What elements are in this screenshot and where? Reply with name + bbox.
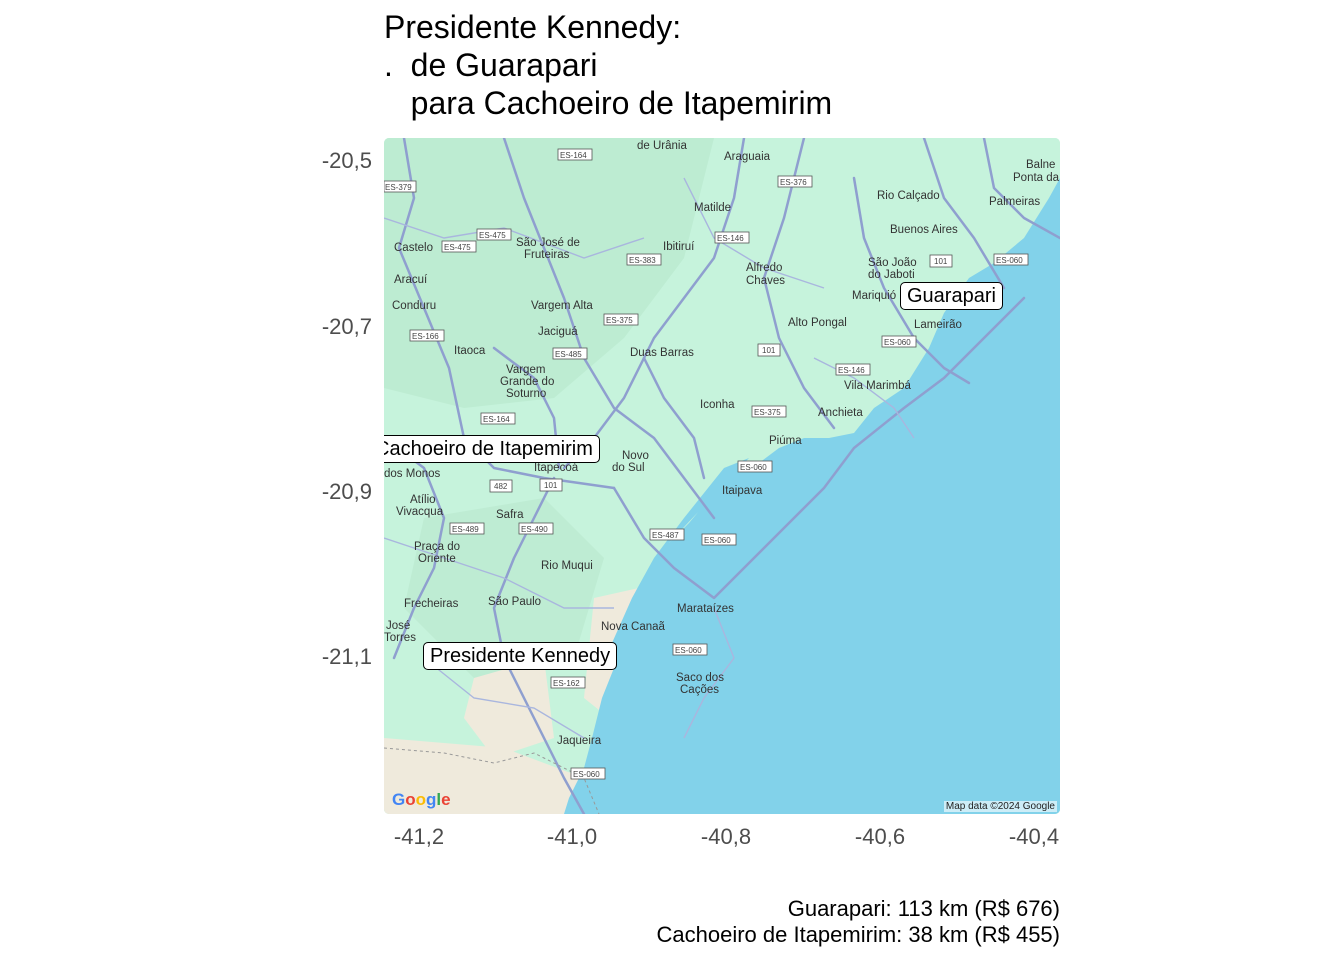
svg-text:Matilde: Matilde (694, 202, 731, 214)
svg-text:Duas Barras: Duas Barras (630, 347, 694, 359)
svg-text:Castelo: Castelo (394, 242, 433, 254)
map-attribution: Map data ©2024 Google (943, 801, 1057, 812)
svg-text:ES-146: ES-146 (717, 234, 744, 243)
svg-text:Itapecoá: Itapecoá (534, 462, 579, 474)
svg-text:Oriente: Oriente (418, 553, 456, 565)
svg-text:ES-375: ES-375 (754, 408, 781, 417)
svg-text:do Sul: do Sul (612, 462, 645, 474)
chart-title: Presidente Kennedy: . de Guarapari para … (384, 9, 833, 121)
svg-text:ES-060: ES-060 (675, 646, 702, 655)
svg-text:Lameirão: Lameirão (914, 319, 962, 331)
svg-text:ES-490: ES-490 (521, 525, 548, 534)
svg-text:São João: São João (868, 257, 917, 269)
svg-text:ES-164: ES-164 (483, 415, 510, 424)
marker-label-presidente-kennedy: Presidente Kennedy (423, 642, 618, 670)
svg-text:Anchieta: Anchieta (818, 407, 863, 419)
svg-text:Vivacqua: Vivacqua (396, 506, 444, 518)
svg-text:101: 101 (544, 481, 558, 490)
svg-text:São José de: São José de (516, 237, 580, 249)
marker-label-cachoeiro: Cachoeiro de Itapemirim (384, 435, 600, 463)
svg-text:Atílio: Atílio (410, 494, 436, 506)
svg-text:ES-166: ES-166 (412, 332, 439, 341)
caption: Guarapari: 113 km (R$ 676) Cachoeiro de … (657, 896, 1061, 948)
svg-text:ES-060: ES-060 (573, 770, 600, 779)
svg-text:Safra: Safra (496, 509, 524, 521)
svg-text:Alfredo: Alfredo (746, 262, 782, 274)
svg-text:ES-146: ES-146 (838, 366, 865, 375)
svg-text:ES-060: ES-060 (884, 338, 911, 347)
svg-text:ES-375: ES-375 (606, 316, 633, 325)
svg-text:Nova Canaã: Nova Canaã (601, 621, 666, 633)
svg-text:Rio Calçado: Rio Calçado (877, 190, 940, 202)
svg-text:Cações: Cações (680, 684, 719, 696)
svg-text:ES-383: ES-383 (629, 256, 656, 265)
svg-text:Vargem Alta: Vargem Alta (531, 300, 593, 312)
svg-text:Balne: Balne (1026, 159, 1055, 171)
svg-text:ES-379: ES-379 (385, 183, 412, 192)
svg-text:Aracuí: Aracuí (394, 274, 428, 286)
svg-text:Saco dos: Saco dos (676, 672, 724, 684)
svg-text:do Jaboti: do Jaboti (868, 269, 915, 281)
basemap-graphics: de Urânia Araguaia Matilde Rio Calçado B… (384, 138, 1060, 814)
svg-text:ES-485: ES-485 (555, 350, 582, 359)
svg-text:ES-376: ES-376 (780, 178, 807, 187)
svg-text:ES-489: ES-489 (452, 525, 479, 534)
svg-text:de Urânia: de Urânia (637, 140, 687, 152)
svg-text:Palmeiras: Palmeiras (989, 196, 1040, 208)
svg-text:101: 101 (762, 346, 776, 355)
svg-text:José: José (386, 620, 410, 632)
svg-text:ES-060: ES-060 (996, 256, 1023, 265)
svg-text:ES-162: ES-162 (553, 679, 580, 688)
svg-text:Mariquió: Mariquió (852, 290, 896, 302)
svg-text:Itaoca: Itaoca (454, 345, 486, 357)
svg-text:ES-487: ES-487 (652, 531, 679, 540)
marker-label-guarapari: Guarapari (900, 282, 1003, 310)
svg-text:Ponta da: Ponta da (1013, 172, 1060, 184)
svg-text:Alto Pongal: Alto Pongal (788, 317, 847, 329)
svg-text:ES-060: ES-060 (740, 463, 767, 472)
svg-text:Praça do: Praça do (414, 541, 460, 553)
svg-text:Soturno: Soturno (506, 388, 546, 400)
y-tick-label: -20,7 (321, 314, 372, 339)
svg-text:ES-475: ES-475 (444, 243, 471, 252)
basemap[interactable]: de Urânia Araguaia Matilde Rio Calçado B… (384, 138, 1060, 814)
svg-text:São Paulo: São Paulo (488, 596, 541, 608)
svg-text:Jaqueira: Jaqueira (557, 735, 602, 747)
x-tick-label: -40,6 (854, 824, 906, 849)
google-logo: Google (392, 790, 451, 809)
svg-text:Chaves: Chaves (746, 275, 785, 287)
svg-text:Fruteiras: Fruteiras (524, 249, 570, 261)
x-tick-label: -41,0 (546, 824, 598, 849)
svg-text:dos Monos: dos Monos (384, 468, 441, 480)
svg-text:ES-475: ES-475 (479, 231, 506, 240)
svg-text:482: 482 (494, 482, 508, 491)
svg-text:Marataízes: Marataízes (677, 603, 734, 615)
svg-text:Piúma: Piúma (769, 435, 802, 447)
svg-text:ES-164: ES-164 (560, 151, 587, 160)
svg-text:Vila Marimbá: Vila Marimbá (844, 380, 911, 392)
caption-line: Guarapari: 113 km (R$ 676) (787, 896, 1060, 921)
svg-text:Ibitiruí: Ibitiruí (663, 241, 695, 253)
svg-text:Iconha: Iconha (700, 399, 735, 411)
x-tick-label: -41,2 (393, 824, 445, 849)
x-tick-label: -40,4 (1008, 824, 1060, 849)
x-tick-label: -40,8 (700, 824, 752, 849)
svg-text:Grande do: Grande do (500, 376, 554, 388)
y-tick-label: -20,9 (321, 479, 372, 504)
svg-text:Jaciguá: Jaciguá (538, 326, 578, 338)
svg-text:Conduru: Conduru (392, 300, 436, 312)
svg-text:Frecheiras: Frecheiras (404, 598, 459, 610)
y-tick-label: -21,1 (321, 644, 372, 669)
svg-text:Novo: Novo (622, 450, 649, 462)
svg-text:Torres: Torres (384, 632, 416, 644)
y-tick-label: -20,5 (321, 148, 372, 173)
svg-text:Buenos Aires: Buenos Aires (890, 224, 958, 236)
svg-text:Rio Muqui: Rio Muqui (541, 560, 593, 572)
svg-text:ES-060: ES-060 (704, 536, 731, 545)
svg-text:Araguaia: Araguaia (724, 151, 771, 163)
svg-text:101: 101 (934, 257, 948, 266)
caption-line: Cachoeiro de Itapemirim: 38 km (R$ 455) (656, 922, 1061, 947)
svg-text:Vargem: Vargem (506, 364, 545, 376)
svg-text:Itaipava: Itaipava (722, 485, 763, 497)
